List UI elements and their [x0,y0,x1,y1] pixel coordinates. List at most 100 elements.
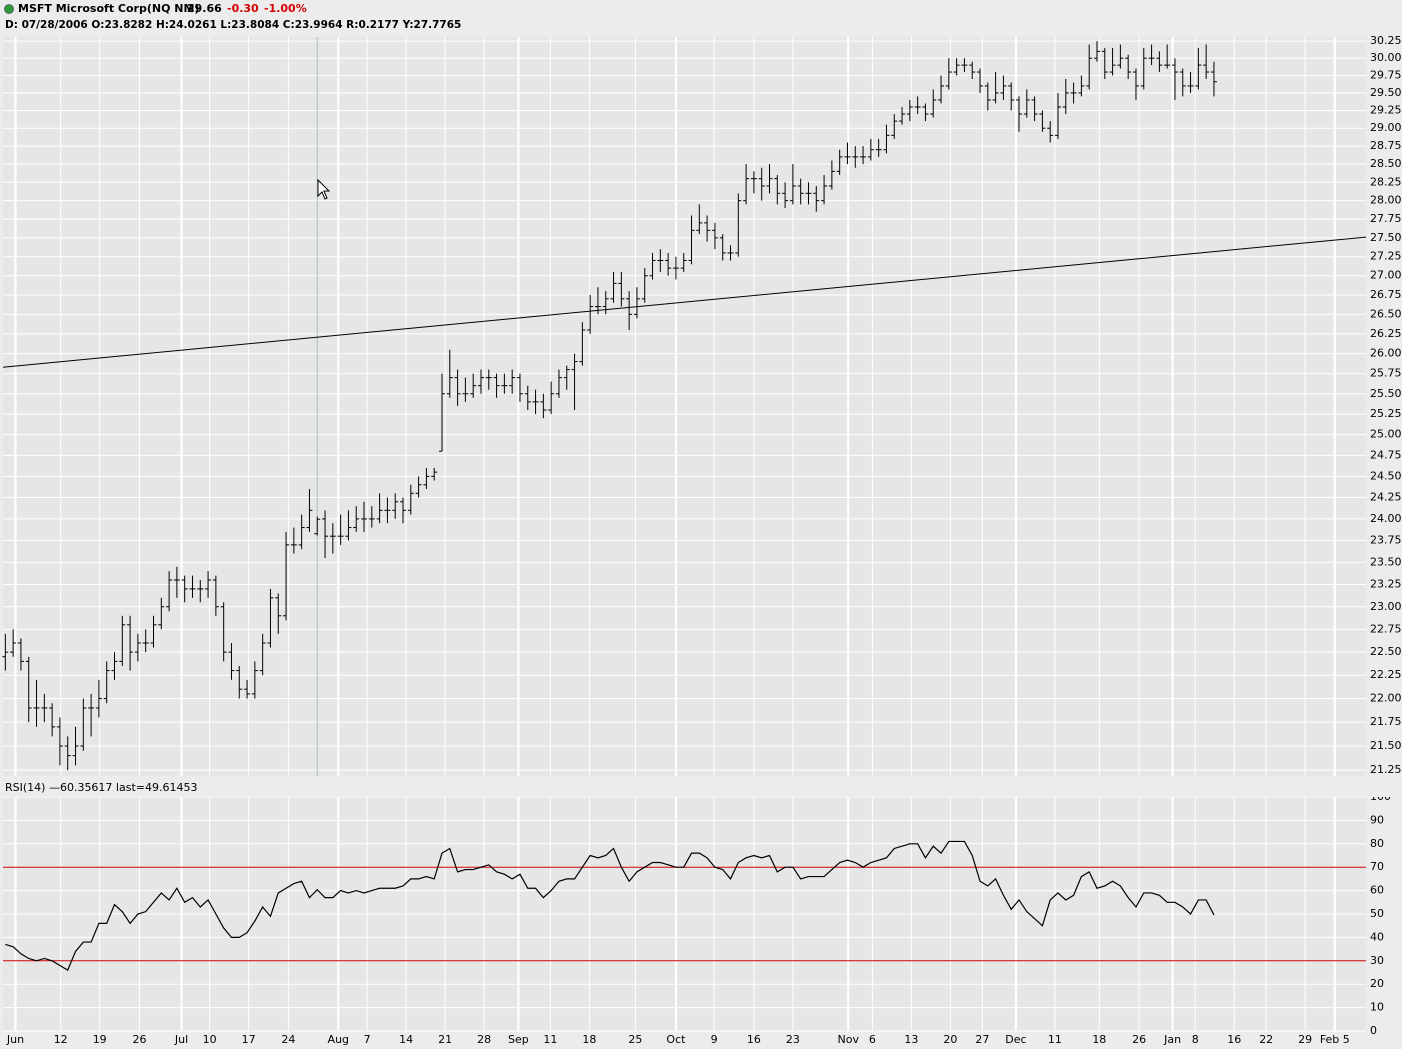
y-tick-label: 25.50 [1370,387,1402,400]
x-tick-label: 14 [399,1033,413,1046]
y-tick-label: 10 [1370,1001,1384,1014]
x-tick-label: 12 [54,1033,68,1046]
y-tick-label: 22.75 [1370,622,1402,635]
y-tick-label: 21.50 [1370,739,1402,752]
y-tick-label: 21.25 [1370,763,1402,776]
x-tick-label: 26 [1132,1033,1146,1046]
symbol: MSFT Microsoft Corp(NQ NM) [18,2,199,15]
plot-layers: 21.25 21.50 21.75 22.00 22.25 22.50 22.75 23.00… [0,34,1402,1046]
y-tick-label: 26.50 [1370,307,1402,320]
x-tick-label: 25 [628,1033,642,1046]
y-tick-label: 24.50 [1370,469,1402,482]
y-tick-label: 29.75 [1370,69,1402,82]
x-tick-label: 10 [203,1033,217,1046]
y-tick-label: 28.75 [1370,139,1402,152]
x-tick-label: 8 [1192,1033,1199,1046]
last-price: 29.66 [187,2,222,15]
x-tick-label: 26 [132,1033,146,1046]
x-tick-label: Jun [6,1033,24,1046]
x-tick-label: 7 [364,1033,371,1046]
y-tick-label: 22.00 [1370,692,1402,705]
x-tick-label: 17 [242,1033,256,1046]
y-tick-label: 50 [1370,907,1384,920]
y-tick-label: 25.75 [1370,367,1402,380]
cursor-info: D: 07/28/2006 O:23.8282 H:24.0261 L:23.8… [5,19,461,31]
x-tick-label: 16 [1227,1033,1241,1046]
x-tick-label: Oct [666,1033,686,1046]
x-tick-label: 13 [904,1033,918,1046]
y-tick-label: 24.25 [1370,491,1402,504]
rsi-line [5,840,1215,972]
x-tick-label: 27 [975,1033,989,1046]
trend-line [2,236,1367,368]
x-tick-label: Jul [174,1033,188,1046]
y-tick-label: 24.00 [1370,512,1402,525]
y-tick-label: 26.25 [1370,327,1402,340]
y-tick-label: 23.75 [1370,534,1402,547]
y-tick-label: 30 [1370,954,1384,967]
y-tick-label: 30.00 [1370,51,1402,64]
x-tick-label: 21 [438,1033,452,1046]
x-tick-label: 11 [543,1033,557,1046]
y-tick-label: 90 [1370,813,1384,826]
y-tick-label: 25.25 [1370,407,1402,420]
y-tick-label: 22.50 [1370,645,1402,658]
price-change-pct: -1.00% [264,2,307,15]
x-tick-label: 22 [1259,1033,1273,1046]
x-tick-label: 18 [582,1033,596,1046]
y-tick-label: 70 [1370,860,1384,873]
y-tick-label: 80 [1370,837,1384,850]
x-tick-label: 20 [943,1033,957,1046]
y-tick-label: 24.75 [1370,448,1402,461]
y-tick-label: 27.00 [1370,269,1402,282]
x-tick-label: Aug [328,1033,349,1046]
y-tick-label: 21.75 [1370,715,1402,728]
y-tick-label: 23.00 [1370,600,1402,613]
price-change: -0.30 [227,2,259,15]
y-tick-label: 26.75 [1370,288,1402,301]
x-tick-label: 24 [281,1033,295,1046]
indicator-label: RSI(14) —60.35617 last=49.61453 [5,781,197,794]
x-tick-label: 23 [786,1033,800,1046]
y-tick-label: 28.00 [1370,194,1402,207]
x-tick-label: 9 [711,1033,718,1046]
mouse-pointer [317,178,331,200]
x-tick-label: 18 [1092,1033,1106,1046]
y-tick-label: 29.00 [1370,121,1402,134]
x-tick-label: 11 [1048,1033,1062,1046]
header-bar [0,0,1402,35]
y-tick-label: 29.25 [1370,103,1402,116]
x-tick-label: Dec [1005,1033,1026,1046]
y-tick-label: 27.50 [1370,231,1402,244]
x-tick-label: 16 [747,1033,761,1046]
y-tick-label: 60 [1370,884,1384,897]
y-tick-label: 27.25 [1370,250,1402,263]
y-tick-label: 22.25 [1370,668,1402,681]
y-tick-label: 29.50 [1370,86,1402,99]
y-tick-label: 23.25 [1370,577,1402,590]
x-tick-label: Sep [508,1033,529,1046]
y-tick-label: 28.25 [1370,175,1402,188]
x-tick-label: Feb 5 [1320,1033,1350,1046]
plot-area [3,37,1366,776]
y-tick-label: 40 [1370,930,1384,943]
x-tick-label: 19 [93,1033,107,1046]
y-tick-label: 20 [1370,977,1384,990]
y-tick-label: 0 [1370,1024,1377,1037]
y-tick-label: 26.00 [1370,347,1402,360]
y-tick-label: 27.75 [1370,212,1402,225]
y-tick-label: 30.25 [1370,34,1402,47]
status-icon [4,4,14,14]
x-tick-label: 29 [1298,1033,1312,1046]
x-tick-label: 28 [477,1033,491,1046]
indicator-strip [0,777,1402,797]
x-tick-label: Jan [1163,1033,1181,1046]
x-tick-label: 6 [869,1033,876,1046]
y-tick-label: 23.50 [1370,555,1402,568]
y-tick-label: 28.50 [1370,157,1402,170]
x-tick-label: Nov [838,1033,860,1046]
y-tick-label: 25.00 [1370,428,1402,441]
